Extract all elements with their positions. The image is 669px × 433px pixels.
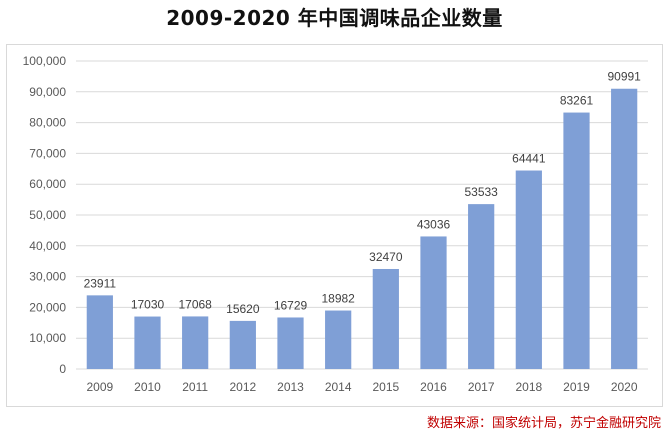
y-tick-label: 100,000 bbox=[23, 54, 67, 68]
bar-2011 bbox=[182, 316, 209, 369]
x-tick-label: 2017 bbox=[468, 380, 495, 394]
y-tick-label: 90,000 bbox=[29, 85, 66, 99]
bar-2019 bbox=[563, 112, 590, 369]
x-tick-label: 2016 bbox=[420, 380, 447, 394]
gridlines bbox=[76, 60, 648, 370]
data-labels: 23911 17030 17068 15620 16729 18982 32470 43036… bbox=[84, 70, 642, 316]
y-tick-label: 60,000 bbox=[29, 177, 66, 191]
bar-2010 bbox=[134, 316, 161, 369]
x-axis-ticks: 2009 2010 2011 2012 2013 2014 2015 2016 2017 2018… bbox=[86, 380, 637, 394]
x-tick-label: 2011 bbox=[182, 380, 208, 394]
data-label: 32470 bbox=[369, 250, 403, 264]
data-label: 64441 bbox=[512, 152, 546, 166]
bar-2016 bbox=[420, 236, 447, 369]
bar-2020 bbox=[611, 88, 638, 370]
y-tick-label: 80,000 bbox=[29, 116, 66, 130]
x-tick-label: 2018 bbox=[515, 380, 542, 394]
y-tick-label: 30,000 bbox=[29, 270, 66, 284]
y-tick-label: 50,000 bbox=[29, 208, 66, 222]
x-tick-label: 2019 bbox=[563, 380, 590, 394]
bars bbox=[86, 88, 638, 370]
bar-2015 bbox=[372, 268, 399, 369]
x-tick-label: 2013 bbox=[277, 380, 304, 394]
data-label: 18982 bbox=[321, 292, 355, 306]
x-tick-label: 2015 bbox=[372, 380, 399, 394]
y-tick-label: 20,000 bbox=[29, 300, 66, 314]
y-tick-label: 70,000 bbox=[29, 146, 66, 160]
data-label: 17068 bbox=[178, 297, 212, 311]
data-label: 23911 bbox=[84, 276, 117, 290]
data-label: 16729 bbox=[274, 298, 308, 312]
x-tick-label: 2012 bbox=[229, 380, 256, 394]
data-label: 83261 bbox=[560, 94, 594, 108]
source-note: 数据来源：国家统计局，苏宁金融研究院 bbox=[426, 416, 661, 431]
bar-2013 bbox=[277, 317, 304, 369]
x-tick-label: 2010 bbox=[134, 380, 161, 394]
bar-2014 bbox=[325, 310, 352, 369]
y-tick-label: 40,000 bbox=[29, 239, 66, 253]
y-tick-label: 10,000 bbox=[29, 331, 66, 345]
y-tick-label: 0 bbox=[59, 362, 66, 376]
y-axis-ticks: 0 10,000 20,000 30,000 40,000 50,000 60,000 70,… bbox=[23, 54, 67, 376]
data-label: 43036 bbox=[417, 217, 451, 231]
data-label: 53533 bbox=[464, 185, 498, 199]
x-tick-label: 2009 bbox=[86, 380, 113, 394]
x-tick-label: 2020 bbox=[611, 380, 638, 394]
data-label: 17030 bbox=[131, 298, 165, 312]
chart-title: 2009-2020 年中国调味品企业数量 bbox=[166, 6, 503, 30]
bar-2009 bbox=[86, 295, 113, 369]
bar-2017 bbox=[468, 204, 495, 369]
x-tick-label: 2014 bbox=[325, 380, 352, 394]
data-label: 90991 bbox=[607, 70, 641, 84]
bar-2018 bbox=[515, 170, 542, 369]
bar-2012 bbox=[229, 320, 256, 369]
data-label: 15620 bbox=[226, 302, 260, 316]
